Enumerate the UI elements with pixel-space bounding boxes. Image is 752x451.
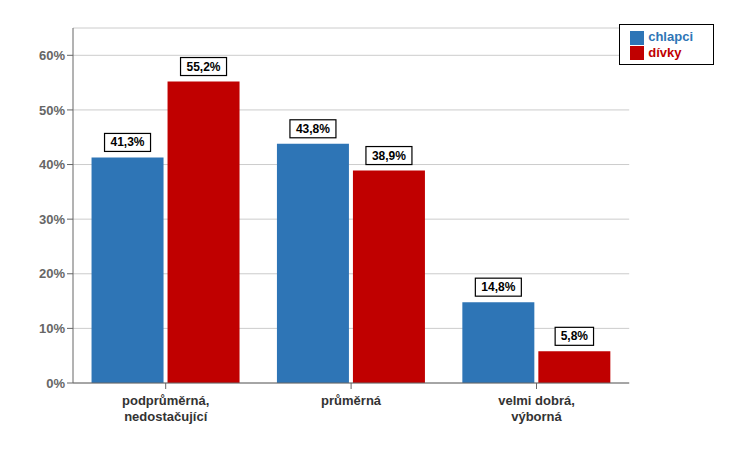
svg-text:5,8%: 5,8% <box>561 329 589 343</box>
svg-text:38,9%: 38,9% <box>372 149 406 163</box>
svg-text:14,8%: 14,8% <box>481 280 515 294</box>
html-text:chlapci: chlapci <box>648 29 693 44</box>
svg-text:podprůměrná,nedostačující: podprůměrná,nedostačující <box>122 393 209 424</box>
svg-text:30%: 30% <box>39 212 65 227</box>
svg-text:průměrná: průměrná <box>321 393 382 408</box>
svg-text:55,2%: 55,2% <box>187 60 221 74</box>
svg-text:20%: 20% <box>39 266 65 281</box>
svg-text:velmi dobrá,výborná: velmi dobrá,výborná <box>498 393 575 424</box>
svg-text:10%: 10% <box>39 321 65 336</box>
svg-text:50%: 50% <box>39 103 65 118</box>
svg-text:43,8%: 43,8% <box>296 122 330 136</box>
svg-text:60%: 60% <box>39 48 65 63</box>
svg-text:0%: 0% <box>46 376 65 391</box>
svg-text:40%: 40% <box>39 157 65 172</box>
html-text:dívky: dívky <box>648 44 682 60</box>
svg-text:41,3%: 41,3% <box>111 135 145 149</box>
